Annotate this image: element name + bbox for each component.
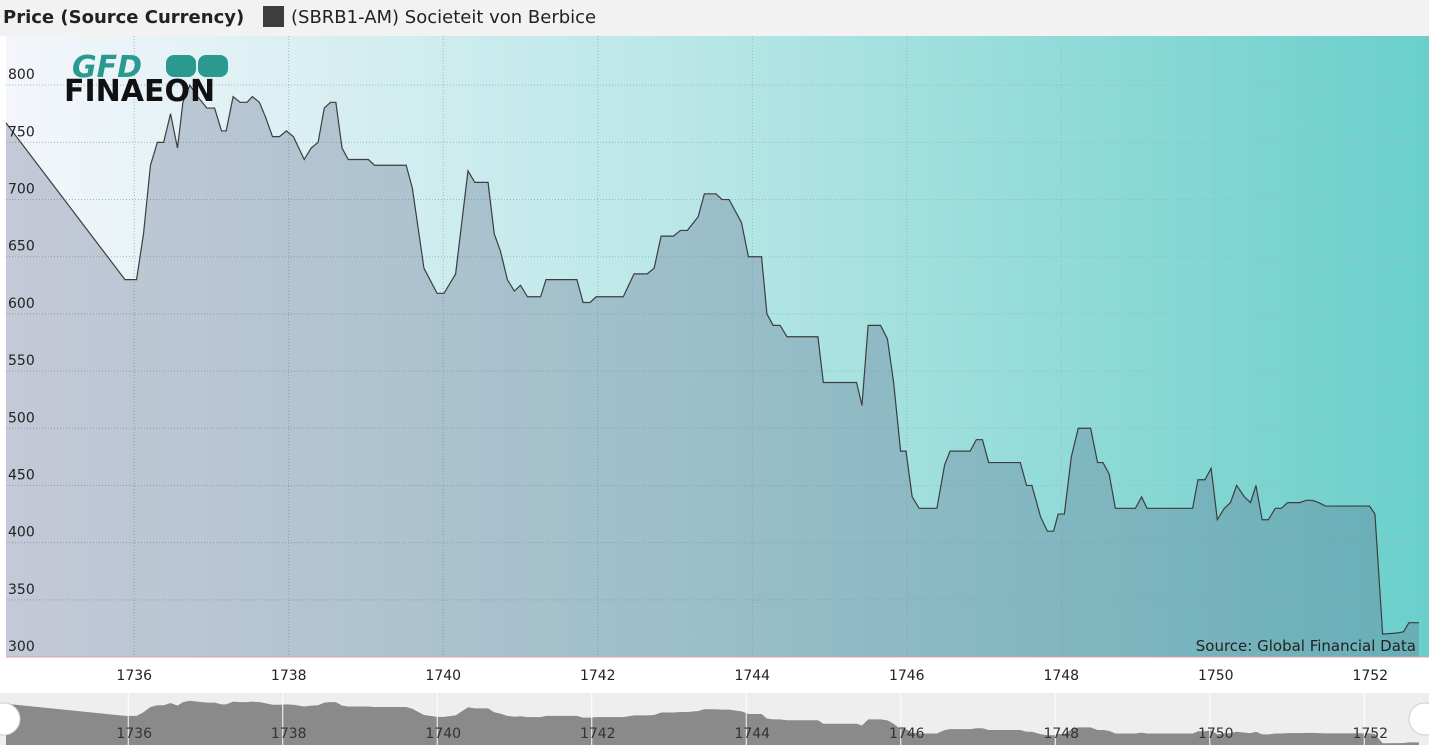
y-tick-label: 750 bbox=[8, 124, 35, 140]
plot-background bbox=[6, 36, 1429, 657]
x-tick-label: 1742 bbox=[580, 668, 616, 684]
source-note: Source: Global Financial Data bbox=[1196, 637, 1416, 655]
x-axis-band bbox=[0, 657, 1429, 693]
navigator-tick-label: 1748 bbox=[1043, 726, 1079, 742]
y-tick-label: 400 bbox=[8, 525, 35, 541]
x-tick-label: 1748 bbox=[1043, 668, 1079, 684]
chart-title: Price (Source Currency) bbox=[3, 7, 244, 28]
y-tick-label: 450 bbox=[8, 467, 35, 483]
navigator-area bbox=[6, 700, 1419, 745]
y-tick-label: 550 bbox=[8, 353, 35, 369]
navigator-tick-label: 1746 bbox=[889, 726, 925, 742]
navigator-tick-label: 1736 bbox=[116, 726, 152, 742]
logo-bottom: FINAEON bbox=[64, 74, 215, 109]
navigator-tick-label: 1738 bbox=[271, 726, 307, 742]
navigator-group: 1736 1738 1740 1742 1744 1746 1748 1750 1752 bbox=[6, 693, 1419, 745]
x-tick-label: 1736 bbox=[116, 668, 152, 684]
x-tick-label: 1738 bbox=[271, 668, 307, 684]
logo-leaf bbox=[166, 55, 196, 77]
navigator-tick-label: 1750 bbox=[1198, 726, 1234, 742]
y-tick-label: 650 bbox=[8, 239, 35, 255]
navigator-tick-label: 1742 bbox=[580, 726, 616, 742]
navigator-tick-label: 1740 bbox=[425, 726, 461, 742]
plot bbox=[5, 36, 1429, 658]
y-tick-label: 800 bbox=[8, 67, 35, 83]
logo-leaf bbox=[198, 55, 228, 77]
legend-label[interactable]: (SBRB1-AM) Societeit von Berbice bbox=[291, 7, 596, 28]
y-tick-label: 500 bbox=[8, 410, 35, 426]
y-tick-label: 350 bbox=[8, 582, 35, 598]
area-fill bbox=[6, 85, 1419, 657]
y-tick-label: 700 bbox=[8, 182, 35, 198]
x-tick-label: 1740 bbox=[425, 668, 461, 684]
x-tick-label: 1744 bbox=[734, 668, 770, 684]
header-bar bbox=[0, 0, 1429, 36]
y-tick-label: 600 bbox=[8, 296, 35, 312]
price-line bbox=[5, 83, 1419, 635]
x-tick-label: 1752 bbox=[1352, 668, 1388, 684]
legend-swatch[interactable] bbox=[263, 6, 284, 27]
navigator-tick-label: 1744 bbox=[734, 726, 770, 742]
logo-top: GFD bbox=[72, 50, 142, 85]
navigator-tick-label: 1752 bbox=[1352, 726, 1388, 742]
x-tick-label: 1746 bbox=[889, 668, 925, 684]
navigator-handle[interactable] bbox=[1408, 702, 1429, 736]
navigator-handle[interactable] bbox=[0, 702, 21, 736]
y-tick-label: 300 bbox=[8, 639, 35, 655]
x-tick-label: 1750 bbox=[1198, 668, 1234, 684]
